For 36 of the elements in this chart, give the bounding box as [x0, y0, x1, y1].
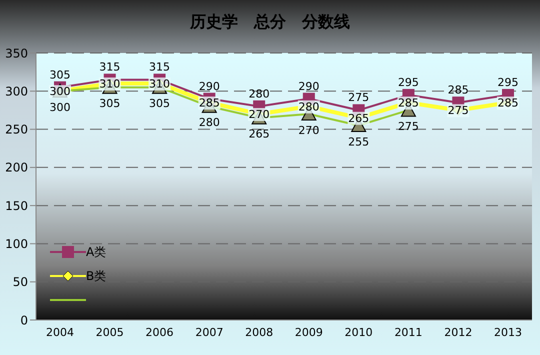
data-label: 305 [149, 97, 170, 110]
data-label: 290 [198, 80, 220, 93]
x-tick-label: 2005 [96, 326, 124, 339]
y-tick-label: 100 [5, 236, 28, 251]
x-tick-label: 2006 [146, 326, 174, 339]
x-tick-label: 2010 [344, 326, 373, 339]
y-tick-label: 350 [5, 46, 28, 60]
data-label: 315 [149, 60, 170, 74]
x-tick-label: 2011 [394, 326, 422, 339]
data-label: 265 [248, 128, 270, 141]
data-label: 300 [50, 100, 70, 114]
y-tick-label: 250 [5, 122, 28, 137]
data-label: 255 [348, 135, 370, 148]
data-label: 295 [498, 76, 518, 89]
legend-label: B类 [86, 268, 106, 284]
x-tick-label: 2013 [494, 326, 522, 339]
x-tick-label: 2012 [444, 326, 472, 339]
data-label: 305 [50, 68, 70, 82]
y-tick-label: 150 [5, 198, 28, 213]
y-tick-label: 50 [12, 275, 28, 290]
x-tick-label: 2009 [294, 326, 323, 339]
data-label: 275 [348, 91, 370, 104]
x-tick-label: 2008 [245, 326, 274, 339]
data-label: 315 [99, 60, 120, 74]
x-tick-label: 2004 [46, 326, 74, 339]
y-tick-label: 0 [20, 313, 28, 328]
chart-title: 历史学 总分 分数线 [188, 12, 351, 33]
data-label: 305 [99, 97, 120, 110]
x-tick-label: 2007 [195, 326, 224, 339]
y-tick-label: 300 [5, 84, 28, 98]
data-label: 280 [198, 116, 220, 130]
data-label: 290 [298, 80, 320, 93]
legend-label: A类 [86, 244, 106, 260]
data-label: 280 [248, 87, 270, 100]
data-label: 295 [398, 76, 419, 89]
y-tick-label: 200 [5, 160, 28, 175]
